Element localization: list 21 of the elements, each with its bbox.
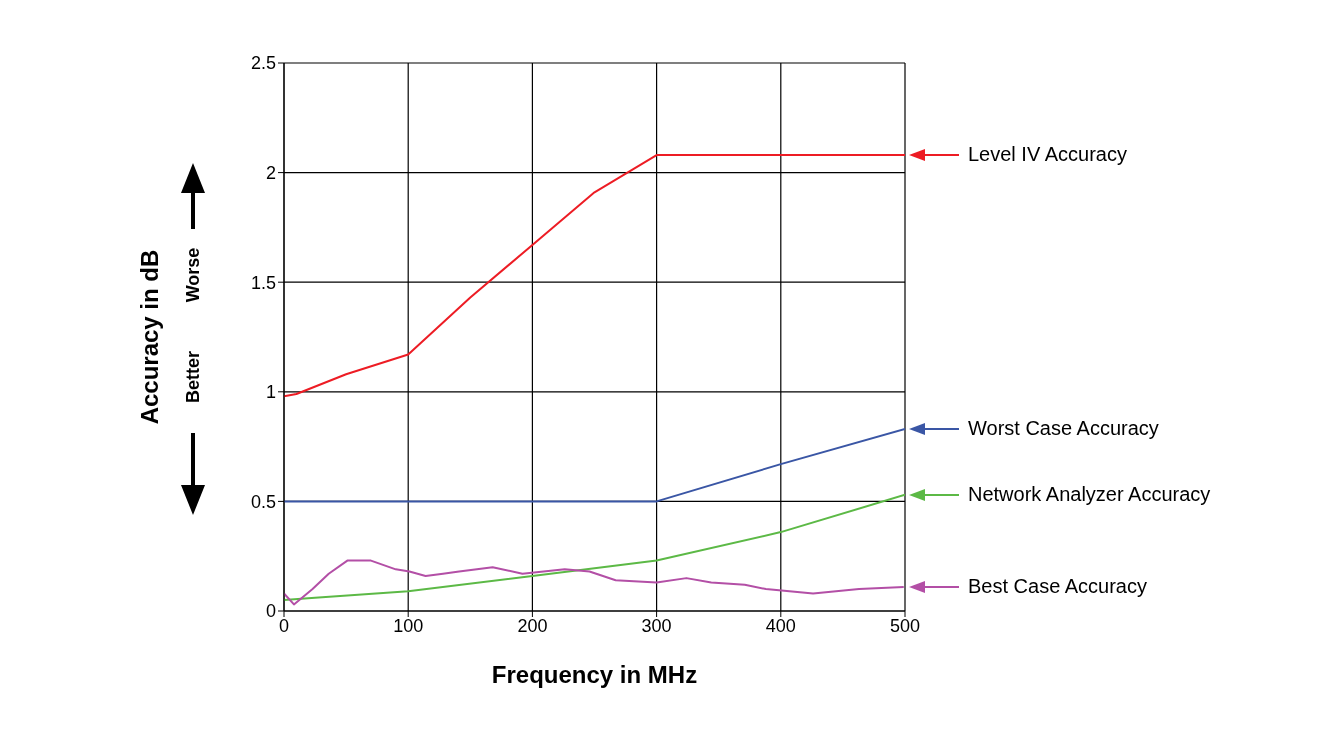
legend-label: Level IV Accuracy: [968, 143, 1127, 167]
y-tick-label: 2.5: [250, 53, 276, 74]
x-tick-label: 0: [278, 615, 290, 636]
y-tick-label: 1.5: [250, 272, 276, 293]
x-tick-label: 400: [765, 615, 796, 636]
text: Worse: [182, 247, 204, 303]
y-tick-label: 0: [265, 601, 276, 622]
text: Better: [182, 350, 204, 404]
x-tick-label: 100: [393, 615, 424, 636]
x-axis-title: Frequency in MHz: [491, 661, 698, 688]
y-tick-label: 1: [265, 382, 276, 403]
line-series: [284, 559, 905, 606]
legend-label: Network Analyzer Accuracy: [968, 482, 1211, 506]
legend-label: Worst Case Accuracy: [968, 417, 1159, 441]
y-axis-title: Accuracy in dB: [136, 249, 164, 425]
x-tick-label: 200: [517, 615, 548, 636]
y-tick-label: 2: [265, 162, 276, 183]
legend-label: Best Case Accuracy: [968, 574, 1147, 598]
x-tick-label: 300: [641, 615, 672, 636]
y-tick-label: 0.5: [250, 491, 276, 512]
x-tick-label: 500: [889, 615, 921, 636]
